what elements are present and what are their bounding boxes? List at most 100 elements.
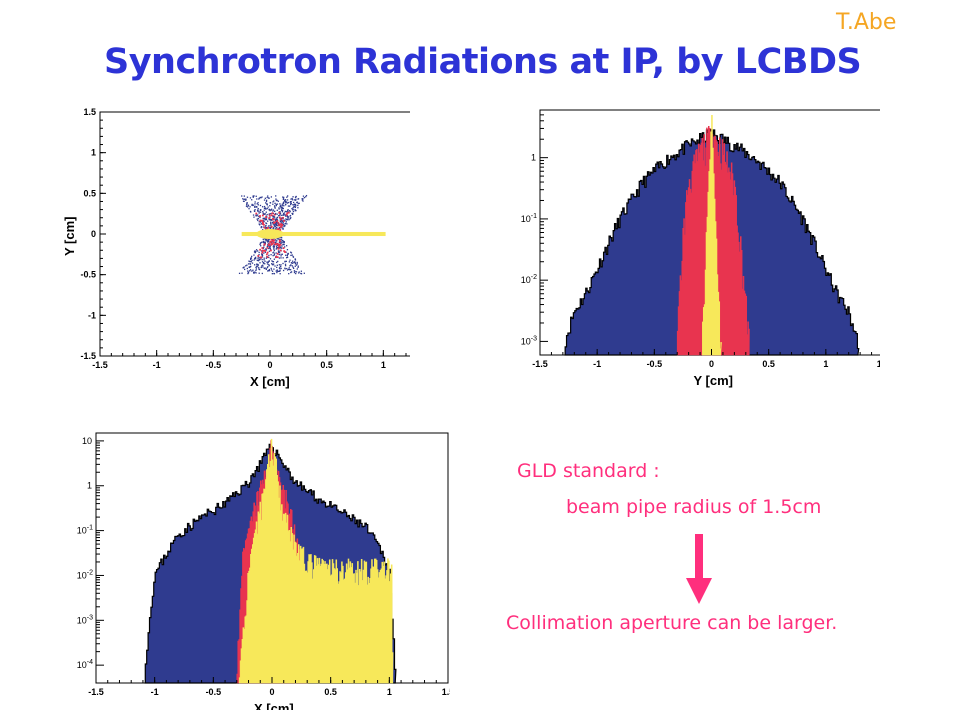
scatter-point: [278, 264, 281, 266]
x-tick-label: 0.5: [320, 360, 333, 370]
scatter-point: [285, 200, 287, 203]
chart-x-profile: -1.5 -1 -0.5 0 0.5 1 1.5 10-4 10-3 10-2 10-1 1 10 X […: [77, 432, 450, 710]
scatter-point: [256, 229, 284, 239]
scatter-point: [258, 272, 260, 274]
scatter-point: [290, 202, 292, 205]
scatter-point: [284, 214, 286, 216]
scatter-point: [291, 265, 294, 267]
x-tick-label: -1.5: [92, 360, 108, 370]
scatter-point: [273, 205, 276, 207]
scatter-point: [285, 251, 287, 253]
scatter-point: [265, 218, 268, 221]
scatter-point: [246, 264, 248, 266]
scatter-point: [282, 198, 285, 200]
scatter-point: [255, 268, 258, 270]
scatter-point: [265, 224, 267, 227]
scatter-point: [294, 270, 296, 273]
scatter-point: [282, 243, 284, 245]
scatter-point: [283, 200, 285, 203]
slide-title: Synchrotron Radiations at IP, by LCBDS: [104, 42, 862, 82]
scatter-point: [260, 245, 262, 247]
scatter-point: [286, 215, 289, 217]
scatter-point: [274, 225, 276, 227]
scatter-point: [283, 250, 286, 253]
scatter-point: [288, 268, 290, 271]
scatter-point: [258, 259, 260, 261]
scatter-point: [276, 270, 278, 272]
scatter-point: [274, 218, 276, 220]
scatter-point: [276, 271, 278, 274]
scatter-point: [244, 198, 246, 200]
scatter-point: [287, 211, 290, 214]
scatter-point: [258, 223, 260, 225]
scatter-point: [261, 206, 264, 208]
scatter-point: [277, 244, 280, 247]
scatter-point: [257, 259, 260, 262]
scatter-point: [260, 253, 263, 255]
scatter-point: [261, 256, 264, 258]
scatter-point: [280, 220, 282, 223]
scatter-point: [294, 205, 296, 208]
scatter-point: [286, 249, 289, 251]
scatter-point: [297, 198, 299, 200]
scatter-point: [281, 211, 284, 213]
scatter-point: [290, 254, 292, 257]
scatter-point: [262, 212, 264, 214]
scatter-point: [254, 258, 256, 260]
scatter-point: [275, 198, 277, 200]
scatter-point: [265, 217, 268, 219]
scatter-point: [266, 261, 268, 263]
scatter-point: [278, 238, 280, 241]
chart-xy-scatter: -1.5-1-0.500.511.5-1.5-1-0.500.511.5X [c…: [62, 107, 410, 389]
scatter-point: [290, 271, 292, 274]
scatter-point: [273, 224, 276, 227]
scatter-point: [285, 260, 287, 263]
scatter-point: [257, 202, 259, 204]
scatter-point: [283, 212, 286, 214]
scatter-point: [292, 196, 294, 198]
scatter-point: [275, 270, 277, 272]
scatter-point: [256, 206, 258, 208]
scatter-point: [279, 203, 281, 205]
scatter-point: [276, 203, 279, 205]
scatter-point: [244, 268, 246, 271]
scatter-point: [294, 265, 296, 267]
y-tick-label: 10-1: [521, 213, 537, 224]
scatter-point: [254, 203, 256, 205]
scatter-point: [255, 272, 257, 274]
scatter-point: [294, 263, 297, 265]
x-tick-label: 1: [381, 360, 386, 370]
scatter-point: [281, 253, 283, 256]
scatter-point: [276, 269, 278, 271]
scatter-point: [272, 212, 275, 215]
scatter-point: [282, 214, 284, 216]
scatter-point: [276, 226, 278, 229]
scatter-point: [257, 265, 259, 267]
scatter-point: [264, 207, 267, 209]
scatter-point: [258, 197, 261, 199]
scatter-point: [243, 267, 245, 269]
scatter-point: [261, 196, 263, 198]
scatter-point: [255, 212, 258, 215]
scatter-point: [256, 266, 258, 268]
scatter-point: [305, 194, 308, 197]
scatter-point: [278, 245, 281, 248]
scatter-point: [301, 198, 303, 200]
scatter-point: [274, 219, 277, 222]
scatter-point: [254, 251, 257, 254]
scatter-point: [268, 268, 271, 271]
scatter-point: [261, 251, 264, 254]
scatter-point: [278, 216, 281, 219]
scatter-point: [267, 195, 269, 197]
scatter-point: [267, 269, 270, 272]
scatter-point: [266, 239, 268, 241]
scatter-point: [270, 209, 272, 211]
scatter-point: [268, 264, 270, 266]
scatter-point: [294, 208, 296, 211]
scatter-point: [292, 201, 295, 204]
scatter-point: [278, 270, 280, 273]
scatter-point: [254, 250, 256, 252]
scatter-point: [263, 223, 265, 226]
scatter-point: [264, 267, 266, 269]
scatter-point: [249, 197, 252, 199]
